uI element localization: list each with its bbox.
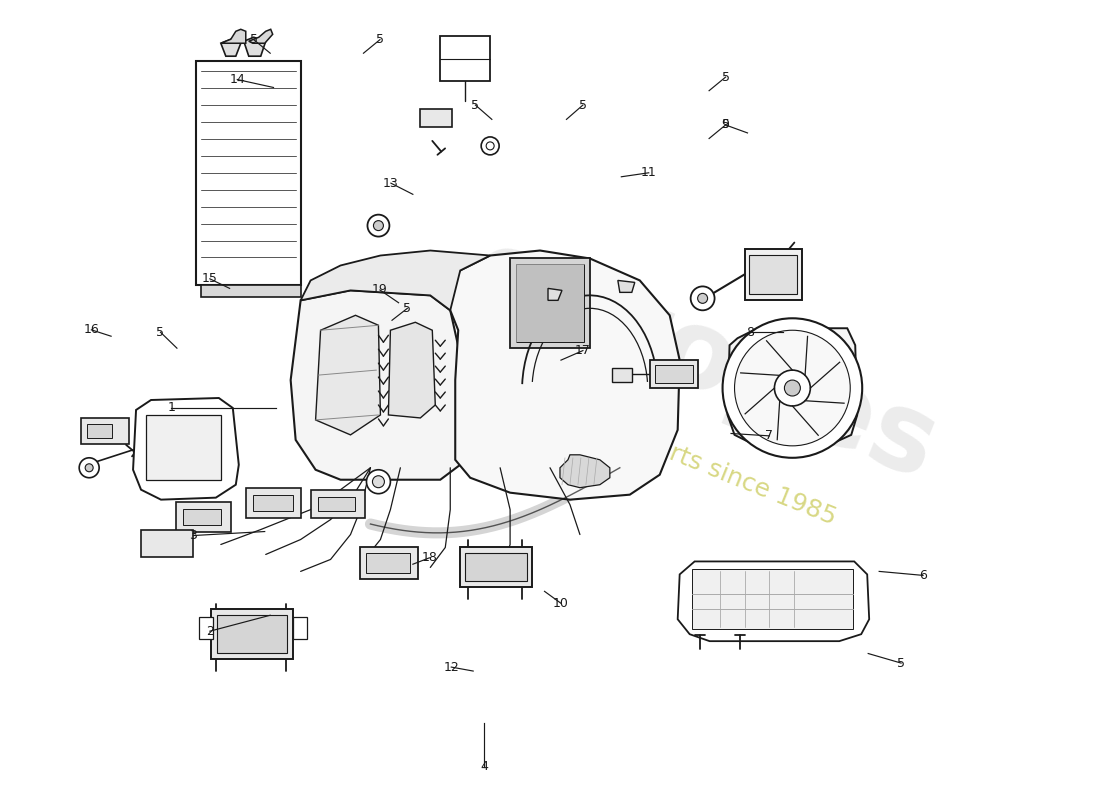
Polygon shape [290, 290, 465, 480]
Bar [749, 254, 798, 294]
Text: 5: 5 [722, 118, 729, 131]
Text: 5: 5 [250, 33, 257, 46]
Text: 15: 15 [202, 272, 218, 286]
Polygon shape [300, 250, 491, 310]
Polygon shape [133, 398, 239, 500]
Bar [217, 615, 287, 653]
Polygon shape [618, 281, 635, 292]
Bar [310, 490, 365, 518]
Text: europes: europes [454, 218, 953, 502]
Text: 5: 5 [376, 33, 384, 46]
Bar [366, 554, 410, 574]
Bar [253, 494, 293, 510]
Circle shape [691, 286, 715, 310]
Bar [654, 365, 693, 383]
Ellipse shape [373, 476, 384, 488]
Text: 6: 6 [920, 569, 927, 582]
Circle shape [774, 370, 811, 406]
Bar [510, 258, 590, 348]
Polygon shape [440, 250, 680, 500]
Bar [692, 570, 854, 630]
Text: 12: 12 [443, 661, 459, 674]
Text: 1: 1 [167, 402, 175, 414]
Polygon shape [560, 455, 609, 488]
Bar [211, 610, 293, 659]
Bar [199, 618, 213, 639]
Text: 9: 9 [722, 118, 729, 131]
Text: 7: 7 [766, 430, 773, 442]
Text: 5: 5 [579, 98, 587, 111]
Polygon shape [727, 328, 857, 445]
Polygon shape [678, 562, 869, 641]
Bar [612, 368, 631, 382]
Bar [318, 497, 355, 510]
Text: 5: 5 [898, 657, 905, 670]
Bar [141, 530, 192, 558]
Bar [440, 36, 491, 81]
Circle shape [79, 458, 99, 478]
Polygon shape [316, 315, 381, 435]
Text: 19: 19 [372, 283, 388, 297]
Polygon shape [221, 30, 245, 43]
Ellipse shape [366, 470, 390, 494]
Polygon shape [221, 39, 241, 56]
Bar [465, 554, 527, 582]
Ellipse shape [486, 142, 494, 150]
Bar [196, 61, 300, 286]
Polygon shape [249, 30, 273, 43]
Bar [245, 488, 300, 518]
Text: 14: 14 [230, 73, 245, 86]
Bar [361, 547, 418, 579]
Text: a passion for parts since 1985: a passion for parts since 1985 [480, 366, 839, 530]
Text: 3: 3 [189, 529, 197, 542]
Circle shape [735, 330, 850, 446]
Bar [745, 249, 802, 300]
Bar [420, 109, 452, 127]
Text: 18: 18 [421, 551, 437, 564]
Text: 5: 5 [404, 302, 411, 315]
Text: 5: 5 [722, 70, 729, 84]
Bar [81, 418, 129, 444]
Text: 5: 5 [472, 98, 480, 111]
Text: 13: 13 [383, 177, 399, 190]
Circle shape [85, 464, 94, 472]
Circle shape [784, 380, 801, 396]
Text: 8: 8 [746, 326, 754, 338]
Circle shape [697, 294, 707, 303]
Ellipse shape [373, 221, 384, 230]
Text: 16: 16 [84, 323, 99, 336]
Bar [183, 509, 221, 525]
Bar [201, 286, 300, 298]
Text: 10: 10 [553, 597, 569, 610]
Circle shape [723, 318, 862, 458]
Bar [87, 424, 112, 438]
Ellipse shape [367, 214, 389, 237]
Polygon shape [548, 288, 562, 300]
Polygon shape [388, 322, 436, 418]
Text: 2: 2 [206, 625, 213, 638]
Text: 5: 5 [156, 326, 165, 338]
Bar [293, 618, 307, 639]
Text: 17: 17 [575, 344, 591, 357]
Polygon shape [244, 38, 266, 56]
Text: 11: 11 [641, 166, 657, 179]
Ellipse shape [481, 137, 499, 155]
Bar [146, 415, 221, 480]
Bar [650, 360, 697, 388]
Bar [176, 502, 231, 531]
Text: 4: 4 [481, 760, 488, 774]
Bar [460, 547, 532, 587]
Bar [516, 265, 584, 342]
